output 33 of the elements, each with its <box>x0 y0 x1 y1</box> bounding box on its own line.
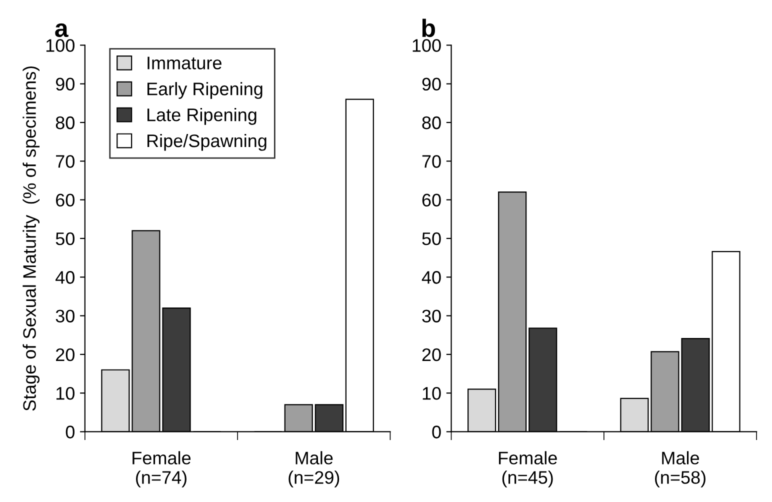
y-tick-label: 90 <box>56 78 74 91</box>
chart-title: a <box>55 23 68 38</box>
y-axis-title: Stage of Sexual Maturity (% of specimens) <box>22 66 40 411</box>
x-tick-label: Female (n=45) <box>498 451 557 488</box>
y-tick-label: 90 <box>422 78 441 91</box>
legend-label: Late Ripening <box>147 108 256 125</box>
y-tick-label: 30 <box>56 310 74 322</box>
y-tick-label: 70 <box>56 155 74 168</box>
y-tick-label: 20 <box>422 348 441 362</box>
y-tick-label: 70 <box>422 155 441 168</box>
x-tick-label: Male (n=29) <box>288 451 340 488</box>
y-tick-label: 100 <box>46 39 74 52</box>
y-tick-label: 80 <box>56 116 74 130</box>
y-tick-label: 30 <box>422 310 441 322</box>
legend-label: Immature <box>148 56 222 70</box>
x-tick-label: Female (n=74) <box>132 451 191 488</box>
y-tick-label: 20 <box>56 348 74 362</box>
legend-label: Ripe/Spawning <box>147 134 266 151</box>
legend-label: Early Ripening <box>147 82 262 99</box>
y-tick-label: 50 <box>422 232 441 246</box>
y-tick-label: 40 <box>56 271 74 284</box>
x-tick-label: Male (n=58) <box>655 451 706 488</box>
y-tick-label: 60 <box>422 194 441 207</box>
y-tick-label: 10 <box>422 387 441 400</box>
y-tick-label: 0 <box>66 426 74 438</box>
y-tick-label: 10 <box>56 387 74 400</box>
y-tick-label: 60 <box>56 194 74 207</box>
y-tick-label: 80 <box>422 116 441 130</box>
chart-title: b <box>422 18 435 38</box>
y-tick-label: 100 <box>412 39 441 52</box>
y-tick-label: 50 <box>56 232 74 246</box>
y-tick-label: 40 <box>422 271 441 284</box>
y-tick-label: 0 <box>432 426 441 438</box>
